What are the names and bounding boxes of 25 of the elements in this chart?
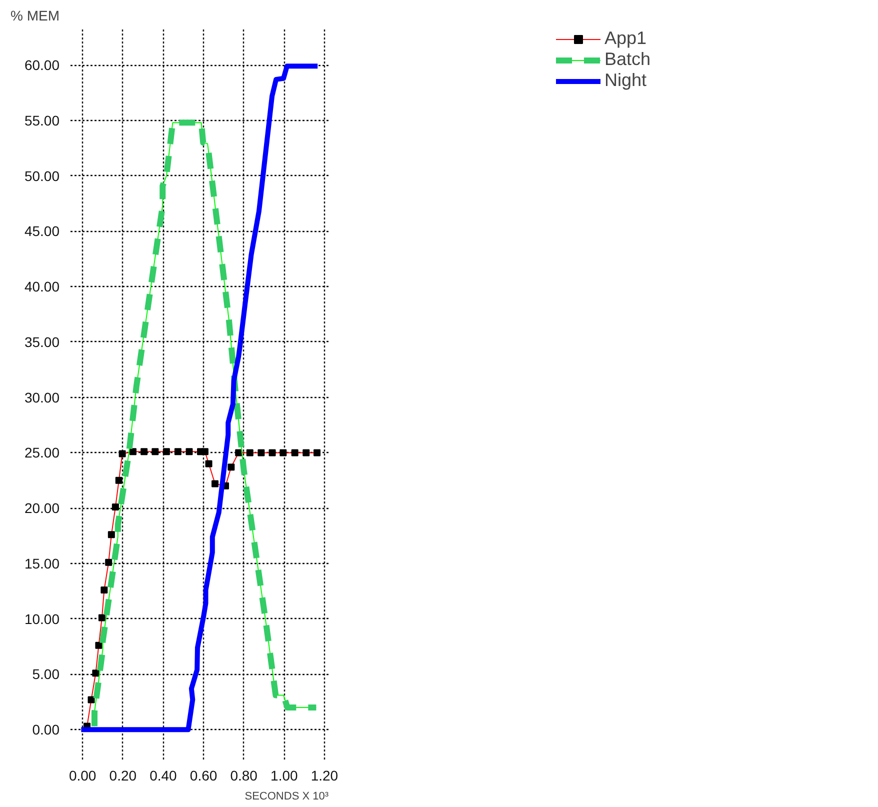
y-tick-label: 15.00 bbox=[24, 555, 60, 572]
y-tick-label: 5.00 bbox=[32, 666, 60, 682]
y-tick-label: 50.00 bbox=[24, 168, 60, 184]
x-tick-label: 0.80 bbox=[230, 768, 258, 784]
y-tick-label: 10.00 bbox=[24, 610, 60, 627]
y-tick-label: 25.00 bbox=[24, 444, 60, 461]
y-axis-title: % MEM bbox=[10, 8, 60, 24]
x-tick-label: 0.20 bbox=[109, 768, 137, 784]
x-tick-label: 1.00 bbox=[270, 768, 298, 784]
x-tick-label: 0.60 bbox=[190, 768, 218, 784]
y-tick-label: 0.00 bbox=[32, 722, 60, 738]
x-tick-label: 0.40 bbox=[150, 768, 178, 784]
legend-label: App1 bbox=[604, 28, 647, 49]
legend-label: Batch bbox=[604, 49, 651, 70]
y-tick-label: 35.00 bbox=[24, 334, 60, 350]
y-tick-label: 40.00 bbox=[24, 278, 60, 295]
x-tick-label: 1.20 bbox=[310, 768, 338, 784]
x-axis-title: SECONDS X 10³ bbox=[244, 790, 329, 802]
legend-label: Night bbox=[604, 70, 647, 91]
y-tick-label: 45.00 bbox=[24, 223, 60, 240]
x-tick-label: 0.00 bbox=[68, 768, 96, 784]
y-tick-label: 55.00 bbox=[24, 112, 60, 128]
y-tick-label: 30.00 bbox=[24, 389, 60, 406]
y-tick-label: 60.00 bbox=[24, 57, 60, 74]
y-tick-label: 20.00 bbox=[24, 500, 60, 516]
